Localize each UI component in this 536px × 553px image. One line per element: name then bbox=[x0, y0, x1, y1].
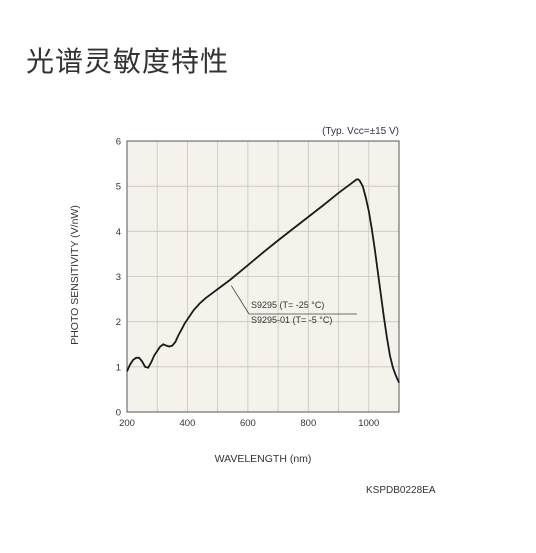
document-code: KSPDB0228EA bbox=[366, 485, 436, 496]
x-tick-label: 200 bbox=[119, 418, 135, 429]
tick-labels: 200 400 600 800 1000 0 1 2 3 4 5 6 bbox=[116, 137, 380, 430]
x-axis-label: WAVELENGTH (nm) bbox=[215, 453, 312, 465]
sensitivity-curve bbox=[126, 178, 400, 384]
x-tick-label: 400 bbox=[180, 418, 196, 429]
x-tick-label: 800 bbox=[300, 418, 316, 429]
x-tick-label: 600 bbox=[240, 418, 256, 429]
annotation-leader bbox=[230, 285, 250, 315]
y-tick-label: 3 bbox=[116, 272, 121, 283]
y-tick-label: 5 bbox=[116, 182, 121, 193]
condition-note: (Typ. Vcc=±15 V) bbox=[322, 126, 399, 137]
axis-frame bbox=[126, 140, 400, 413]
plot-border bbox=[126, 140, 400, 413]
y-axis-label: PHOTO SENSITIVITY (V/nW) bbox=[69, 205, 81, 345]
x-tick-label: 1000 bbox=[358, 418, 379, 429]
page-heading: 光谱灵敏度特性 bbox=[26, 45, 230, 78]
annotation-label: S9295-01 (T= -5 °C) bbox=[251, 315, 332, 325]
y-tick-label: 2 bbox=[116, 317, 121, 328]
y-tick-label: 0 bbox=[116, 408, 121, 419]
grid-lines bbox=[127, 141, 399, 412]
y-tick-label: 6 bbox=[116, 137, 121, 148]
curve-annotations: S9295 (T= -25 °C) S9295-01 (T= -5 °C) bbox=[230, 285, 357, 325]
y-tick-label: 4 bbox=[116, 227, 121, 238]
y-tick-label: 1 bbox=[116, 362, 121, 373]
annotation-label: S9295 (T= -25 °C) bbox=[251, 300, 324, 310]
